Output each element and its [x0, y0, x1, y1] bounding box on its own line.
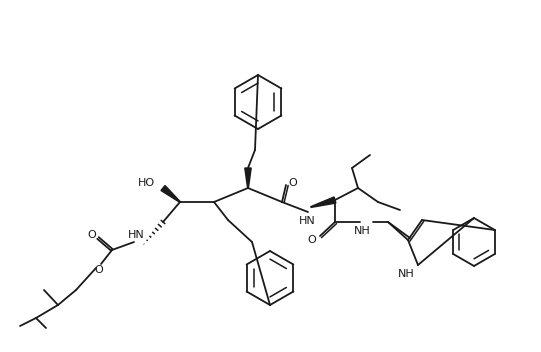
- Text: O: O: [88, 230, 96, 240]
- Polygon shape: [245, 168, 251, 188]
- Text: NH: NH: [354, 226, 371, 236]
- Text: HN: HN: [299, 216, 315, 226]
- Text: O: O: [289, 178, 298, 188]
- Polygon shape: [161, 186, 180, 202]
- Text: O: O: [95, 265, 103, 275]
- Text: HO: HO: [138, 178, 155, 188]
- Text: O: O: [308, 235, 316, 245]
- Text: HN: HN: [128, 230, 144, 240]
- Text: NH: NH: [398, 269, 414, 279]
- Polygon shape: [311, 197, 336, 207]
